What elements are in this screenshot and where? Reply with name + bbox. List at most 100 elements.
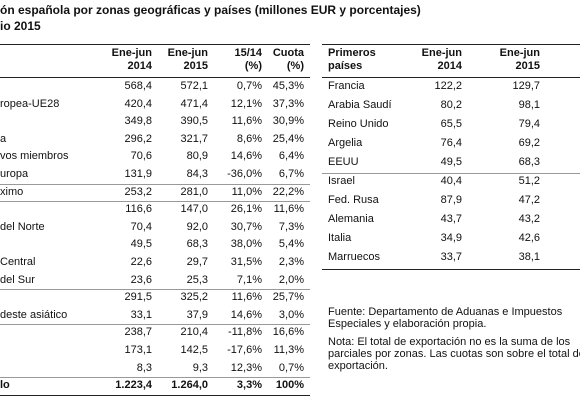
cell: 22,6 xyxy=(130,256,152,268)
cell: 131,9 xyxy=(124,168,152,180)
cell: -11,8% xyxy=(227,326,262,339)
row-label: ropea-UE28 xyxy=(0,97,60,110)
row-label: Central xyxy=(0,256,36,268)
cell: 38,1 xyxy=(518,251,540,263)
cell: 49,5 xyxy=(130,238,152,251)
column-header: 2014 xyxy=(437,60,462,72)
cell: 70,4 xyxy=(130,220,152,233)
cell: 30,7% xyxy=(230,220,262,233)
cell: 0,7% xyxy=(278,361,304,374)
cell: 6,4% xyxy=(278,150,304,163)
rule xyxy=(322,44,580,45)
rule xyxy=(322,173,580,174)
cell: 47,2 xyxy=(518,194,540,206)
cell: 471,4 xyxy=(180,97,208,110)
cell: 173,1 xyxy=(124,344,152,356)
column-header: Cuota xyxy=(272,47,304,59)
cell: 142,5 xyxy=(180,344,208,356)
cell: 8,6% xyxy=(236,132,262,145)
cell: 7,3% xyxy=(278,220,304,233)
cell: 8,3 xyxy=(136,361,152,374)
cell: 30,9% xyxy=(272,115,304,128)
column-header: países xyxy=(328,60,363,72)
cell: 76,4 xyxy=(440,137,462,149)
cell: 45,3% xyxy=(272,80,304,92)
cell: 43,7 xyxy=(440,213,462,225)
cell: 12,1% xyxy=(230,97,262,110)
cell: 22,2% xyxy=(272,185,304,198)
row-label: Argelia xyxy=(328,137,363,149)
cell: 116,6 xyxy=(125,203,152,216)
column-header: (%) xyxy=(286,60,304,72)
cell: 98,1 xyxy=(518,99,540,111)
cell: 210,4 xyxy=(180,326,208,339)
rule xyxy=(0,77,310,78)
cell: 80,2 xyxy=(440,99,462,111)
rule xyxy=(322,77,580,78)
cell: 11,6% xyxy=(231,115,262,128)
cell: 129,7 xyxy=(512,80,540,92)
cell: 100% xyxy=(275,379,304,392)
cell: 65,5 xyxy=(440,118,462,130)
cell: 31,5% xyxy=(230,256,262,268)
cell: 80,9 xyxy=(186,150,208,163)
cell: 25,7% xyxy=(272,291,304,304)
cell: 325,2 xyxy=(180,291,208,304)
cell: 7,1% xyxy=(236,273,262,286)
row-label: Reino Unido xyxy=(328,118,389,130)
column-header: 2015 xyxy=(183,60,208,72)
column-header: (%) xyxy=(244,60,262,72)
column-header: Ene-jun xyxy=(421,47,462,59)
row-label: a xyxy=(0,132,7,145)
row-label: del Norte xyxy=(0,220,45,233)
rule xyxy=(0,44,310,45)
cell: 3,3% xyxy=(236,379,262,392)
note: exportación. xyxy=(328,360,388,372)
rule xyxy=(0,201,310,203)
row-label: vos miembros xyxy=(0,150,69,163)
cell: -17,6% xyxy=(227,344,262,356)
cell: 37,3% xyxy=(272,97,304,110)
cell: 3,0% xyxy=(278,308,304,321)
source-note: Fuente: Departamento de Aduanas e Impues… xyxy=(328,306,563,318)
rule xyxy=(322,269,580,270)
row-label: Fed. Rusa xyxy=(328,194,379,206)
cell: 42,6 xyxy=(518,232,540,244)
cell: 69,2 xyxy=(518,137,540,149)
cell: 122,2 xyxy=(434,80,462,92)
cell: 38,0% xyxy=(230,238,262,251)
row-label: deste asiático xyxy=(0,308,68,321)
row-label: ximo xyxy=(0,185,24,198)
cell: 43,2 xyxy=(518,213,540,225)
row-label: Italia xyxy=(328,232,352,244)
note: parciales por zonas. Las cuotas son sobr… xyxy=(328,348,580,360)
cell: 253,2 xyxy=(124,185,152,198)
cell: 291,5 xyxy=(124,291,152,304)
cell: 26,1% xyxy=(230,203,262,216)
rule xyxy=(0,183,310,185)
row-label: Arabia Saudí xyxy=(328,99,392,111)
row-label: Israel xyxy=(328,175,355,187)
cell: 420,4 xyxy=(124,97,152,110)
cell: 11,0% xyxy=(231,185,262,198)
cell: 68,3 xyxy=(518,156,540,168)
column-header: Primeros xyxy=(328,47,376,59)
rule xyxy=(0,289,310,291)
cell: 16,6% xyxy=(272,326,304,339)
cell: 2,3% xyxy=(278,256,304,268)
row-label: Francia xyxy=(328,80,365,92)
cell: 68,3 xyxy=(186,238,208,251)
cell: 33,7 xyxy=(440,251,462,263)
cell: 390,5 xyxy=(180,115,208,128)
row-label: Alemania xyxy=(328,213,374,225)
title: io 2015 xyxy=(0,19,41,33)
column-header: Ene-jun xyxy=(111,47,152,59)
column-header: 15/14 xyxy=(234,47,262,59)
cell: 87,9 xyxy=(440,194,462,206)
column-header: 2014 xyxy=(127,60,152,72)
cell: 5,4% xyxy=(278,238,304,251)
cell: 1.223,4 xyxy=(115,379,152,392)
note: Nota: El total de exportación no es la s… xyxy=(328,336,571,348)
row-label: lo xyxy=(0,379,10,392)
